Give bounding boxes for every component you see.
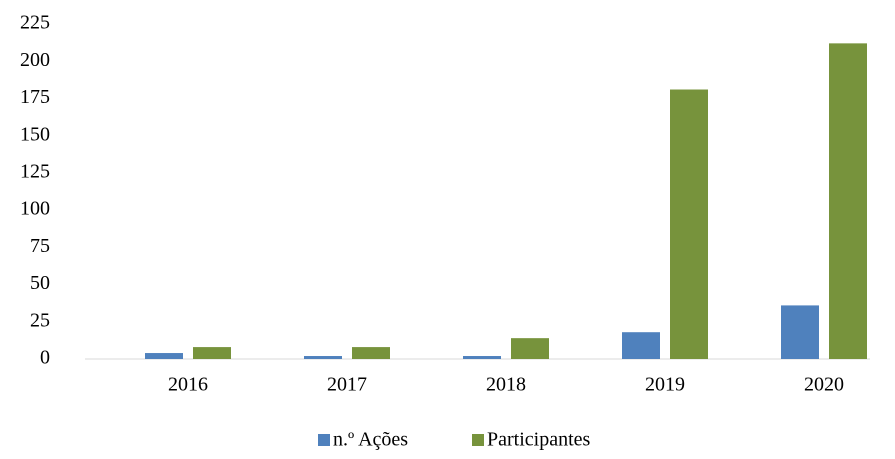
- x-tick-label: 2018: [486, 374, 526, 396]
- bar: [829, 43, 867, 359]
- y-tick-label: 200: [20, 49, 50, 71]
- y-tick-label: 125: [20, 160, 50, 182]
- y-tick-label: 175: [20, 86, 50, 108]
- y-tick-label: 25: [30, 309, 50, 331]
- x-tick-label: 2019: [645, 374, 685, 396]
- bar: [145, 353, 183, 359]
- bar: [670, 89, 708, 359]
- y-tick-label: 100: [20, 198, 50, 220]
- y-tick-label: 75: [30, 235, 50, 257]
- x-tick-label: 2016: [168, 374, 208, 396]
- legend-swatch: [472, 434, 484, 446]
- bar: [304, 356, 342, 359]
- x-tick-label: 2020: [804, 374, 844, 396]
- y-tick-label: 225: [20, 12, 50, 34]
- x-tick-label: 2017: [327, 374, 367, 396]
- y-tick-label: 50: [30, 272, 50, 294]
- y-tick-label: 0: [40, 347, 50, 369]
- bar: [193, 347, 231, 359]
- bar: [352, 347, 390, 359]
- bar: [781, 305, 819, 359]
- legend-swatch: [318, 434, 330, 446]
- legend-label: Participantes: [487, 429, 591, 451]
- legend-label: n.º Ações: [333, 429, 408, 451]
- bar: [622, 332, 660, 359]
- bar: [463, 356, 501, 359]
- y-tick-label: 150: [20, 123, 50, 145]
- bar: [511, 338, 549, 359]
